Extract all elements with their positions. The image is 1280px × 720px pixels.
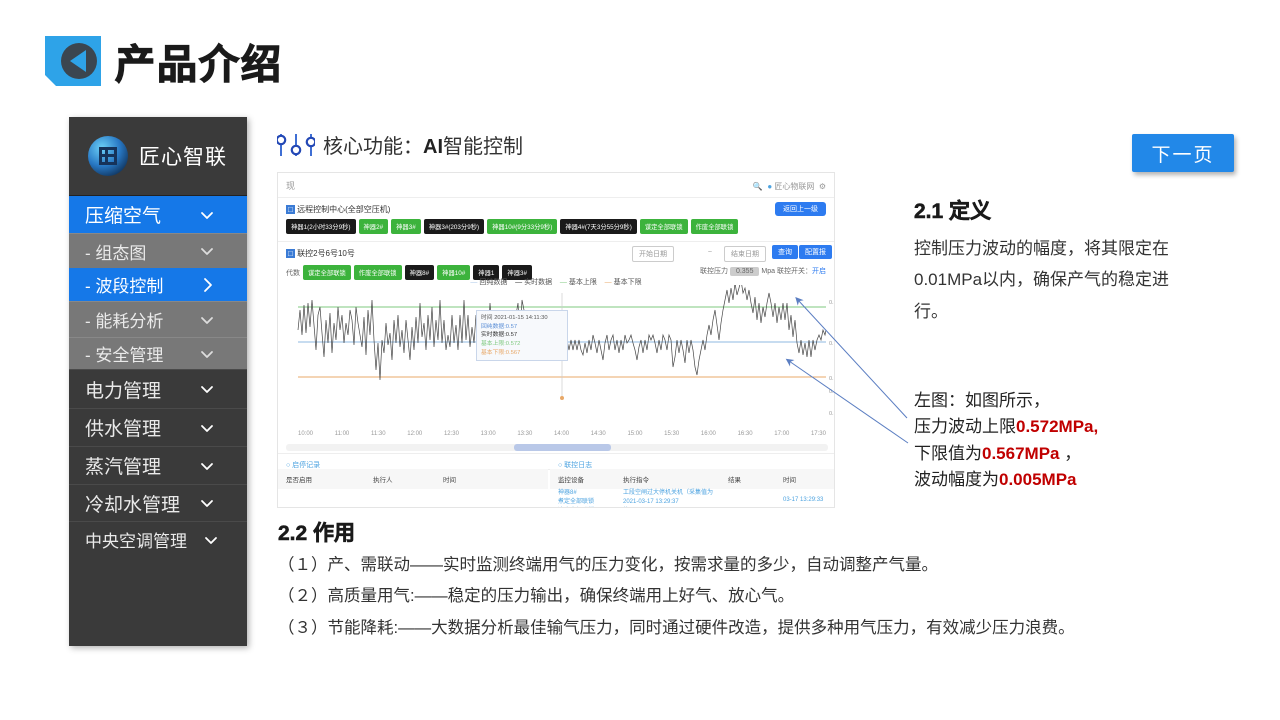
svg-text:0.57: 0.57 <box>829 376 835 382</box>
svg-text:0.574: 0.574 <box>829 300 835 306</box>
svg-text:0.73: 0.73 <box>829 341 835 347</box>
svg-text:0.3..: 0.3.. <box>829 389 835 395</box>
svg-text:0.30..: 0.30.. <box>829 411 835 417</box>
